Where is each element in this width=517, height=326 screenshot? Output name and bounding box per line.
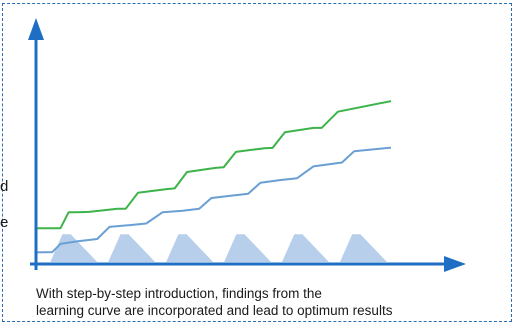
dashed-frame [2,3,512,322]
shaded-wave-3 [166,234,214,262]
x-axis-arrow-icon [444,256,466,272]
caption-line-1: With step-by-step introduction, findings… [36,286,322,301]
cut-off-text-2: e [0,214,9,231]
caption-line-2: learning curve are incorporated and lead… [36,303,393,318]
shaded-wave-6 [340,234,387,262]
y-axis-arrow-icon [28,18,44,40]
cut-off-text-1: d [0,178,9,195]
blue-series-line [35,146,392,254]
green-series-line [36,100,392,230]
shaded-wave-5 [282,234,329,262]
shaded-wave-4 [224,234,271,262]
shaded-wave-1 [50,234,98,262]
shaded-wave-2 [108,234,156,262]
shaded-area [50,234,387,262]
series-lines [35,100,392,254]
